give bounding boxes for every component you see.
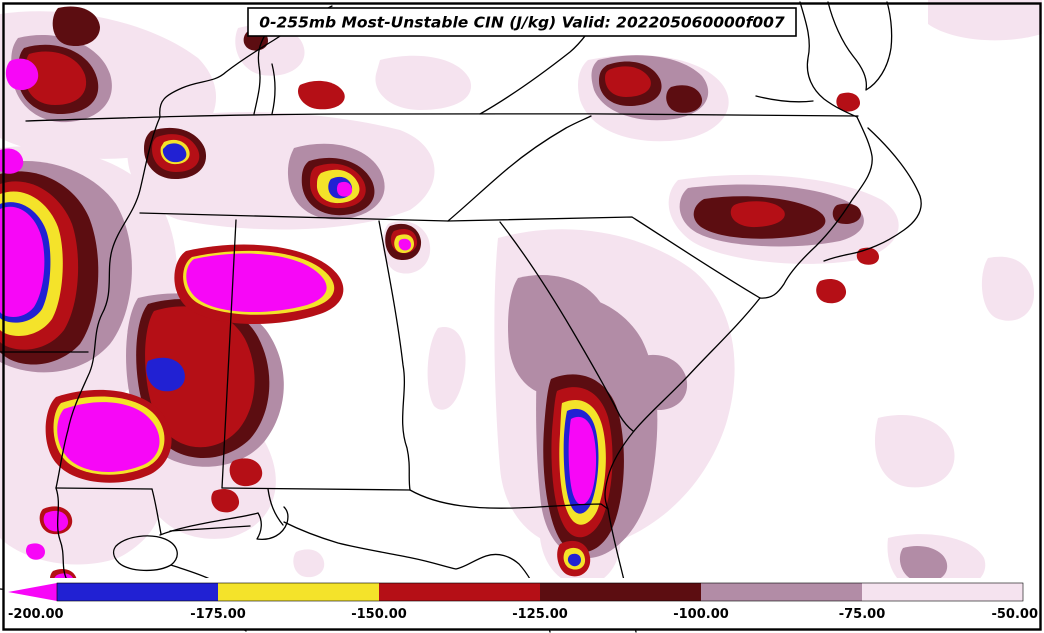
colorbar-tick-label: -75.00 <box>839 607 886 622</box>
boundary-line <box>151 488 162 535</box>
colorbar-segment <box>379 583 540 601</box>
colorbar: -200.00 -175.00 -150.00 -125.00 -100.00 … <box>8 582 1038 622</box>
blob <box>666 85 703 113</box>
blob <box>186 253 327 313</box>
boundary-line <box>823 127 922 262</box>
blob <box>297 80 345 110</box>
boundary-line <box>409 489 609 510</box>
blob <box>730 201 785 228</box>
boundary-line <box>604 430 635 510</box>
colorbar-tick-label: -125.00 <box>512 607 568 622</box>
boundary-line <box>55 487 153 490</box>
map-title-box <box>247 7 797 37</box>
blob <box>568 416 597 505</box>
boundary-line <box>55 116 161 489</box>
boundary-line <box>827 1 893 91</box>
blob <box>981 256 1034 321</box>
boundary-line <box>256 506 289 540</box>
boundary-line <box>55 487 69 583</box>
blob <box>146 357 185 392</box>
colorbar-segment <box>862 583 1023 601</box>
colorbar-tick-label: -50.00 <box>991 607 1038 622</box>
blob <box>43 510 69 532</box>
blob <box>874 414 955 488</box>
colorbar-segment <box>218 583 379 601</box>
blob <box>336 181 353 197</box>
blob <box>427 327 466 410</box>
blob <box>836 92 860 112</box>
blob <box>0 206 45 318</box>
colorbar-segment <box>701 583 862 601</box>
blob <box>162 143 187 163</box>
blob <box>899 545 948 583</box>
blob <box>605 66 651 97</box>
colorbar-tick-label: -200.00 <box>8 607 64 622</box>
colorbar-tick-label: -100.00 <box>673 607 729 622</box>
boundary-line <box>755 95 814 103</box>
blob <box>398 238 411 251</box>
boundary-line <box>169 525 251 532</box>
boundary-line <box>378 220 411 491</box>
boundary-line <box>633 297 761 432</box>
blob <box>633 354 688 410</box>
blob <box>24 51 87 105</box>
blob <box>375 55 472 110</box>
boundary-line <box>447 115 592 222</box>
colorbar-tick-label: -150.00 <box>351 607 407 622</box>
colorbar-outline <box>56 582 1024 602</box>
boundary-line <box>267 488 284 526</box>
colorbar-segment <box>57 583 218 601</box>
boundary-line <box>221 487 411 491</box>
blob <box>145 306 255 448</box>
colorbar-tick-label: -175.00 <box>190 607 246 622</box>
layer-magenta <box>0 58 597 591</box>
map-title-text: 0-255mb Most-Unstable CIN (J/kg) Valid: … <box>259 14 785 32</box>
blob <box>5 58 39 91</box>
boundary-line <box>759 116 873 299</box>
map-title: 0-255mb Most-Unstable CIN (J/kg) Valid: … <box>247 7 797 37</box>
blob <box>25 543 45 560</box>
boundary-line <box>253 34 266 115</box>
blob <box>293 549 325 578</box>
blob <box>229 458 263 487</box>
blob <box>0 148 24 174</box>
boundary-line <box>25 112 859 122</box>
colorbar-segment <box>540 583 701 601</box>
blob <box>816 279 847 304</box>
blob <box>567 553 581 567</box>
blob <box>928 0 1042 41</box>
blob <box>211 489 240 513</box>
blob <box>52 6 100 47</box>
blob <box>856 247 879 265</box>
boundary-line <box>221 219 237 489</box>
boundary-line <box>139 212 761 299</box>
blob <box>57 402 160 472</box>
colorbar-arrow-below-scale <box>8 583 57 601</box>
boundary-line <box>799 1 858 118</box>
boundary-line <box>271 63 276 115</box>
boundary-line <box>159 512 259 536</box>
boundary-line <box>499 221 634 432</box>
